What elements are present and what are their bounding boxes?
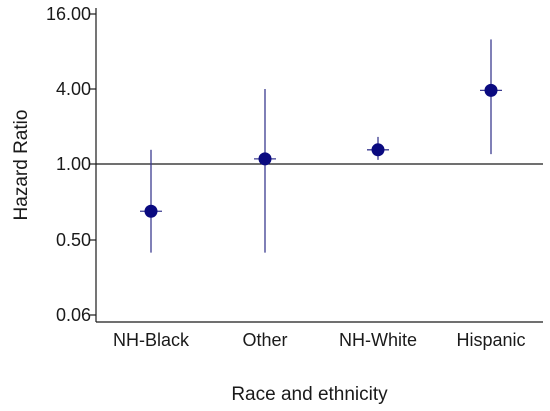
y-axis-title: Hazard Ratio (11, 110, 32, 221)
y-tick-label: 0.50 (56, 230, 91, 250)
y-tick-label: 0.06 (56, 305, 91, 325)
x-tick-label: NH-Black (113, 330, 190, 350)
y-ticks: 0.06 0.50 1.00 4.00 16.00 (46, 4, 96, 325)
x-tick-label: Hispanic (456, 330, 525, 350)
point-estimate (258, 152, 272, 166)
x-tick-label: Other (242, 330, 287, 350)
y-tick-label: 1.00 (56, 154, 91, 174)
x-tick-label: NH-White (339, 330, 417, 350)
x-ticks: NH-Black Other NH-White Hispanic (113, 330, 526, 350)
point-estimate (144, 204, 158, 218)
x-axis-title: Race and ethnicity (231, 384, 388, 405)
point-estimate (371, 143, 385, 157)
data-marks (140, 39, 502, 253)
point-estimate (484, 83, 498, 97)
y-tick-label: 4.00 (56, 79, 91, 99)
axes (95, 8, 543, 323)
y-tick-label: 16.00 (46, 4, 91, 24)
